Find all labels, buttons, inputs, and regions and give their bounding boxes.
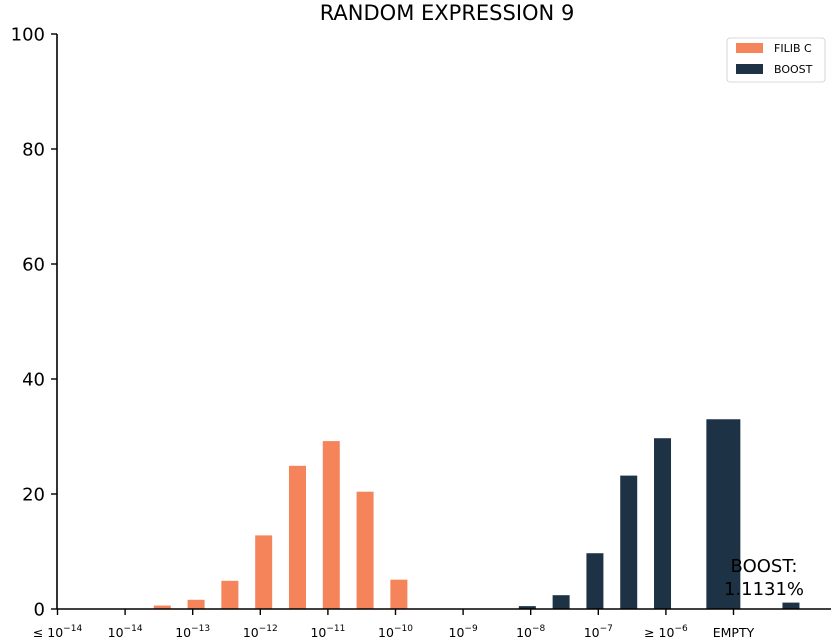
annotation-line-2: 1.1131%	[724, 579, 804, 600]
legend-swatch-boost	[736, 64, 763, 74]
x-tick-label: ≥ 10−6	[644, 624, 688, 640]
legend-swatch-filib-c	[736, 43, 763, 53]
chart-title: RANDOM EXPRESSION 9	[320, 1, 575, 25]
bar-filib-c	[221, 580, 239, 609]
bar-filib-c	[390, 579, 408, 609]
annotation-line-1: BOOST:	[731, 556, 798, 577]
bar-boost	[620, 475, 638, 609]
x-tick-label: 10−8	[516, 624, 545, 640]
bars-layer	[153, 419, 800, 609]
bar-filib-c	[356, 491, 374, 609]
x-tick-label: 10−13	[175, 624, 210, 640]
x-tick-label: 10−11	[310, 624, 345, 640]
bar-boost	[654, 438, 672, 609]
bar-boost	[586, 553, 604, 609]
y-tick-label: 0	[34, 600, 45, 621]
y-tick-label: 60	[22, 255, 45, 276]
bar-filib-c	[288, 465, 306, 609]
x-ticks: ≤ 10−14 10−14 10−13 10−12 10−11 10−10 10−9 10−8…	[33, 609, 755, 640]
bar-filib-c	[153, 605, 171, 609]
legend: FILIB C BOOST	[726, 37, 826, 83]
bar-boost	[518, 606, 536, 609]
legend-label-boost: BOOST	[774, 63, 813, 76]
x-tick-label: 10−7	[584, 624, 613, 640]
bar-filib-c	[187, 599, 205, 609]
y-tick-label: 40	[22, 370, 45, 391]
x-tick-label: 10−12	[243, 624, 278, 640]
bar-filib-c	[322, 441, 340, 609]
y-tick-label: 100	[11, 25, 45, 46]
bar-boost	[706, 419, 741, 609]
x-tick-label: 10−9	[449, 624, 478, 640]
y-tick-label: 20	[22, 485, 45, 506]
y-ticks: 0 20 40 60 80 100	[11, 25, 57, 621]
y-tick-label: 80	[22, 140, 45, 161]
legend-label-filib-c: FILIB C	[774, 42, 812, 55]
x-tick-label: 10−14	[108, 624, 143, 640]
bar-boost	[552, 595, 570, 609]
bar-filib-c	[255, 535, 273, 609]
x-tick-label: EMPTY	[713, 625, 755, 640]
x-tick-label: 10−10	[378, 624, 413, 640]
boost-empty-annotation: BOOST: 1.1131%	[724, 556, 804, 600]
bar-boost	[782, 602, 800, 609]
x-tick-label: ≤ 10−14	[33, 624, 83, 640]
